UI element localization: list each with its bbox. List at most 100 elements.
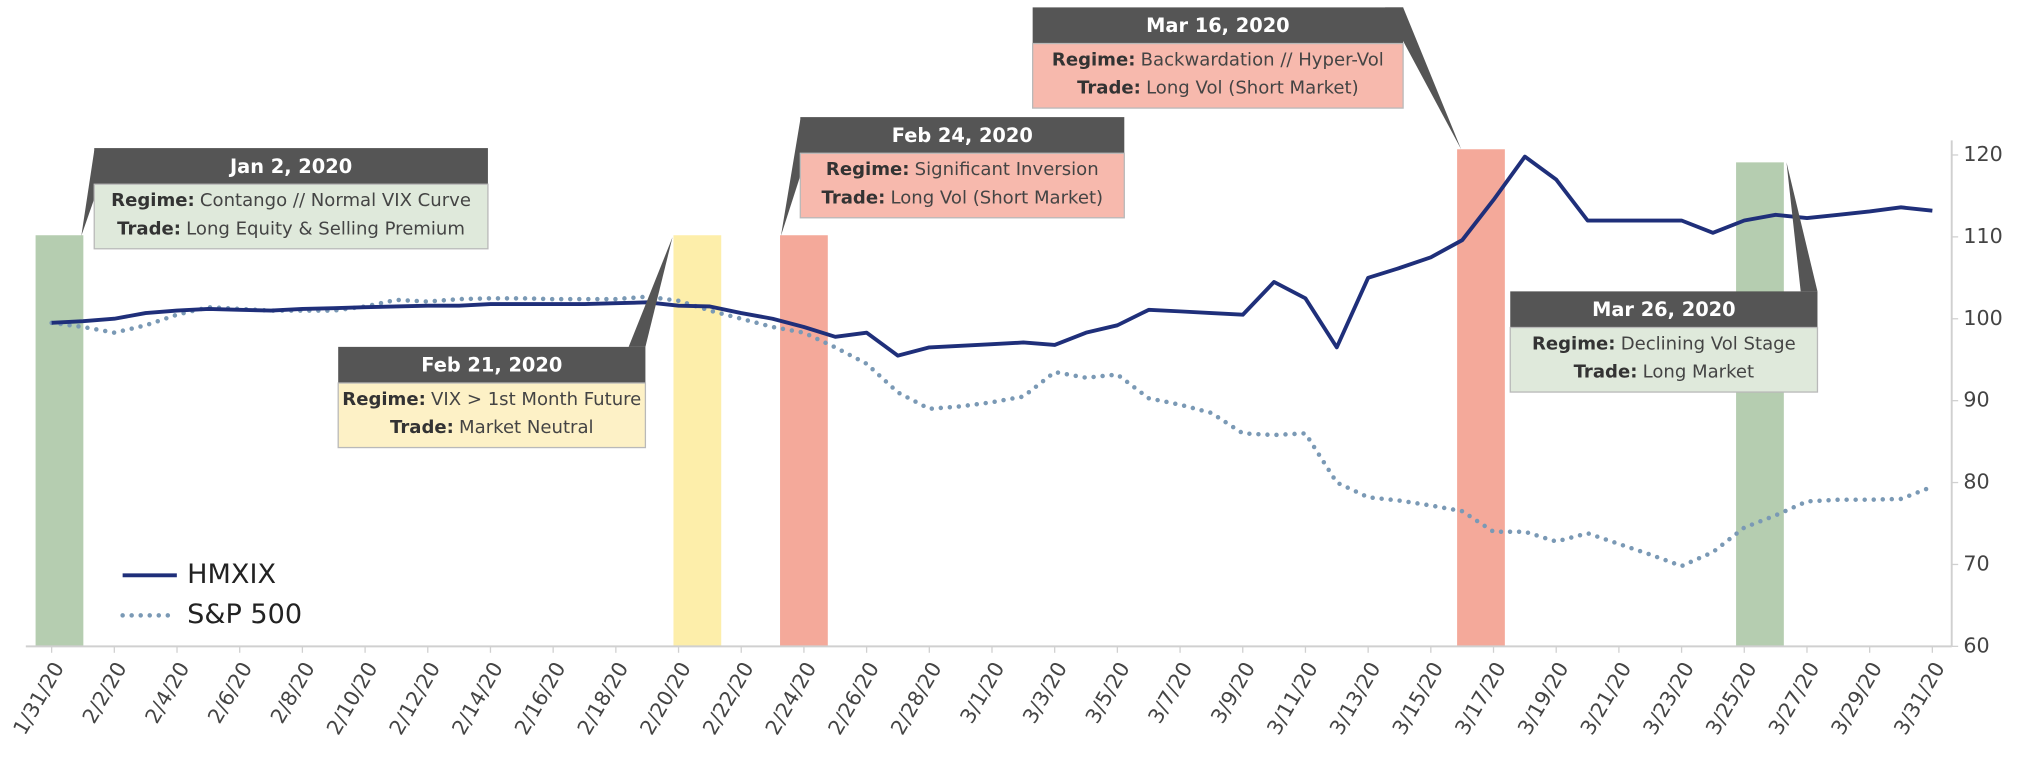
callout-pointer [1385,7,1462,150]
callout-date: Mar 26, 2020 [1592,298,1736,321]
callout-line: Regime: Backwardation // Hyper-Vol [1052,49,1384,70]
callout-line: Trade: Long Equity & Selling Premium [117,218,465,239]
callout: Mar 16, 2020 Regime: Backwardation // Hype… [1032,7,1462,150]
callout-line: Trade: Long Vol (Short Market) [1077,78,1359,99]
x-tick-label: 3/29/20 [1826,658,1887,739]
x-tick-label: 2/20/20 [635,658,696,739]
callout-body [93,183,489,250]
regime-band [673,235,722,647]
callout-value: Market Neutral [459,417,594,438]
x-tick-label: 2/26/20 [823,658,884,739]
callout: Mar 26, 2020 Regime: Declining Vol Stage Tr… [1509,162,1819,393]
x-tick-label: 2/8/20 [266,658,320,728]
callout: Feb 21, 2020 Regime: VIX > 1st Month Futur… [337,237,673,449]
x-tick-label: 3/31/20 [1889,658,1950,739]
x-tick-label: 2/14/20 [447,658,508,739]
callout-header [94,148,488,185]
callout-key: Regime: [826,159,910,180]
y-tick-label: 80 [1963,470,1989,494]
callout-key: Regime: [342,389,426,410]
callout-line: Regime: Contango // Normal VIX Curve [111,190,471,211]
callout-line: Regime: VIX > 1st Month Future [342,389,641,410]
callout-key: Trade: [1574,362,1638,383]
x-tick-label: 2/24/20 [761,658,822,739]
callout-header [1032,7,1404,44]
callout-line: Trade: Long Vol (Short Market) [821,187,1103,208]
x-tick-label: 3/7/20 [1143,658,1197,728]
x-tick-label: 2/4/20 [140,658,194,728]
callout-key: Trade: [821,187,885,208]
x-tick-label: 2/2/20 [78,658,132,728]
callout-date: Mar 16, 2020 [1146,14,1290,37]
x-tick-label: 3/9/20 [1206,658,1260,728]
callout-body [799,152,1125,219]
callout-value: Long Vol (Short Market) [1146,78,1359,99]
y-tick-label: 60 [1963,633,1989,657]
x-tick-label: 2/6/20 [203,658,257,728]
x-tick-label: 3/15/20 [1388,658,1449,739]
callout-value: Long Equity & Selling Premium [186,218,465,239]
callout-line: Trade: Long Market [1574,362,1755,383]
x-tick-label: 2/16/20 [510,658,571,739]
regime-band [35,235,84,647]
callout-date: Jan 2, 2020 [228,155,352,178]
x-tick-label: 3/11/20 [1262,658,1323,739]
callout: Feb 24, 2020 Regime: Significant Inversion… [780,117,1125,236]
series-line [51,154,1933,358]
x-tick-label: 3/23/20 [1638,658,1699,739]
callout-value: Backwardation // Hyper-Vol [1141,49,1384,70]
y-tick-label: 90 [1963,388,1989,412]
x-tick-label: 3/25/20 [1701,658,1762,739]
callout-value: Long Vol (Short Market) [890,187,1103,208]
callout-value: VIX > 1st Month Future [431,389,641,410]
x-tick-label: 2/10/20 [322,658,383,739]
callout-body [1509,326,1819,393]
callout-line: Trade: Market Neutral [390,417,594,438]
callout-header [1510,291,1818,328]
callout-date: Feb 24, 2020 [892,124,1033,147]
regime-band [1457,149,1505,647]
callout-header [338,346,646,384]
x-tick-label: 3/1/20 [955,658,1009,728]
callout-value: Significant Inversion [915,159,1099,180]
y-tick-label: 120 [1963,142,2002,166]
callout-key: Trade: [1077,78,1141,99]
x-tick-label: 3/17/20 [1450,658,1511,739]
x-tick-label: 3/19/20 [1513,658,1574,739]
callout-pointer [1786,162,1818,292]
callout-key: Regime: [1532,333,1616,354]
x-tick-label: 3/27/20 [1764,658,1825,739]
callout-key: Trade: [390,417,454,438]
x-tick-label: 3/21/20 [1576,658,1637,739]
x-tick-label: 3/13/20 [1325,658,1386,739]
y-tick-label: 70 [1963,551,1989,575]
regime-band [780,235,828,647]
callout: Jan 2, 2020 Regime: Contango // Normal VIX… [81,148,489,250]
x-tick-label: 2/22/20 [698,658,759,739]
callout-date: Feb 21, 2020 [421,354,562,377]
callout-header [800,117,1125,154]
x-tick-label: 2/12/20 [384,658,445,739]
y-tick-label: 100 [1963,306,2002,330]
callout-line: Regime: Declining Vol Stage [1532,333,1796,354]
regime-band [1736,162,1784,647]
x-tick-label: 2/28/20 [886,658,947,739]
x-tick-label: 2/18/20 [573,658,634,739]
x-tick-label: 3/5/20 [1081,658,1135,728]
callout-key: Trade: [117,218,181,239]
callout-line: Regime: Significant Inversion [826,159,1099,180]
legend-label: HMXIX [187,559,276,590]
x-tick-label: 1/31/20 [8,658,69,739]
callout-value: Declining Vol Stage [1621,333,1796,354]
callout-value: Contango // Normal VIX Curve [200,190,471,211]
x-tick-label: 3/3/20 [1018,658,1072,728]
legend-label: S&P 500 [187,599,302,630]
callout-value: Long Market [1643,362,1755,383]
callout-pointer [628,237,673,347]
callout-key: Regime: [111,190,195,211]
callout-body [1032,42,1404,109]
callout-key: Regime: [1052,49,1136,70]
y-tick-label: 110 [1963,224,2002,248]
callout-body [337,382,647,449]
